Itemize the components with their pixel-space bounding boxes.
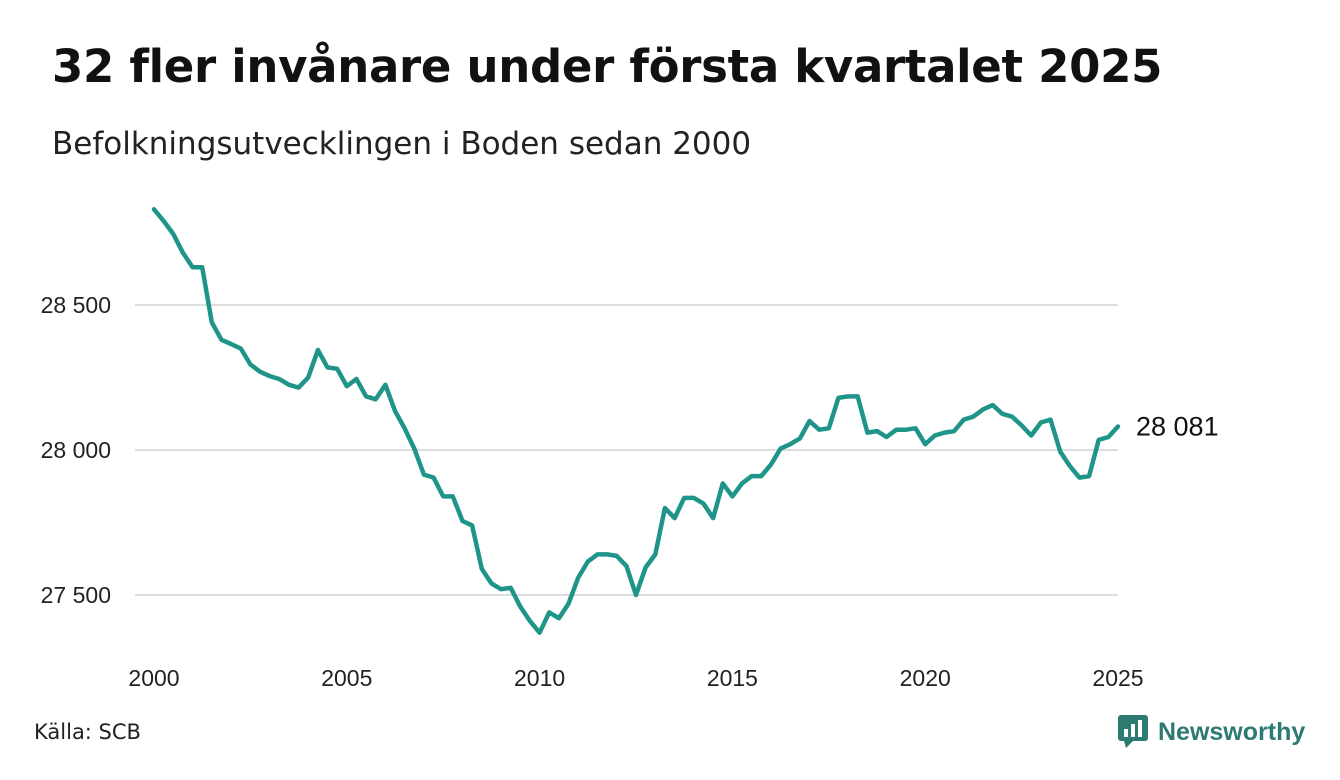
x-tick-label: 2015 [707,665,758,691]
x-tick-label: 2005 [321,665,372,691]
y-axis: 27 500 28 000 28 500 [41,292,111,608]
y-tick-label: 28 500 [41,292,111,318]
x-tick-label: 2020 [900,665,951,691]
brand-logo: Newsworthy [1118,714,1305,750]
x-axis: 2000 2005 2010 2015 2020 2025 [128,665,1143,691]
y-tick-label: 27 500 [41,582,111,608]
chart-subtitle: Befolkningsutvecklingen i Boden sedan 20… [52,126,752,162]
series-line-0 [151,207,1121,635]
y-tick-label: 28 000 [41,437,111,463]
series-group [151,207,1121,635]
brand-name: Newsworthy [1158,717,1306,746]
grid-lines [135,304,1118,596]
x-tick-label: 2025 [1092,665,1143,691]
chart-title: 32 fler invånare under första kvartalet … [52,40,1163,93]
newsworthy-logo-icon [1118,715,1148,748]
x-tick-label: 2010 [514,665,565,691]
x-tick-label: 2000 [128,665,179,691]
end-value-label: 28 081 [1136,412,1219,442]
source-credit: Källa: SCB [34,720,141,744]
